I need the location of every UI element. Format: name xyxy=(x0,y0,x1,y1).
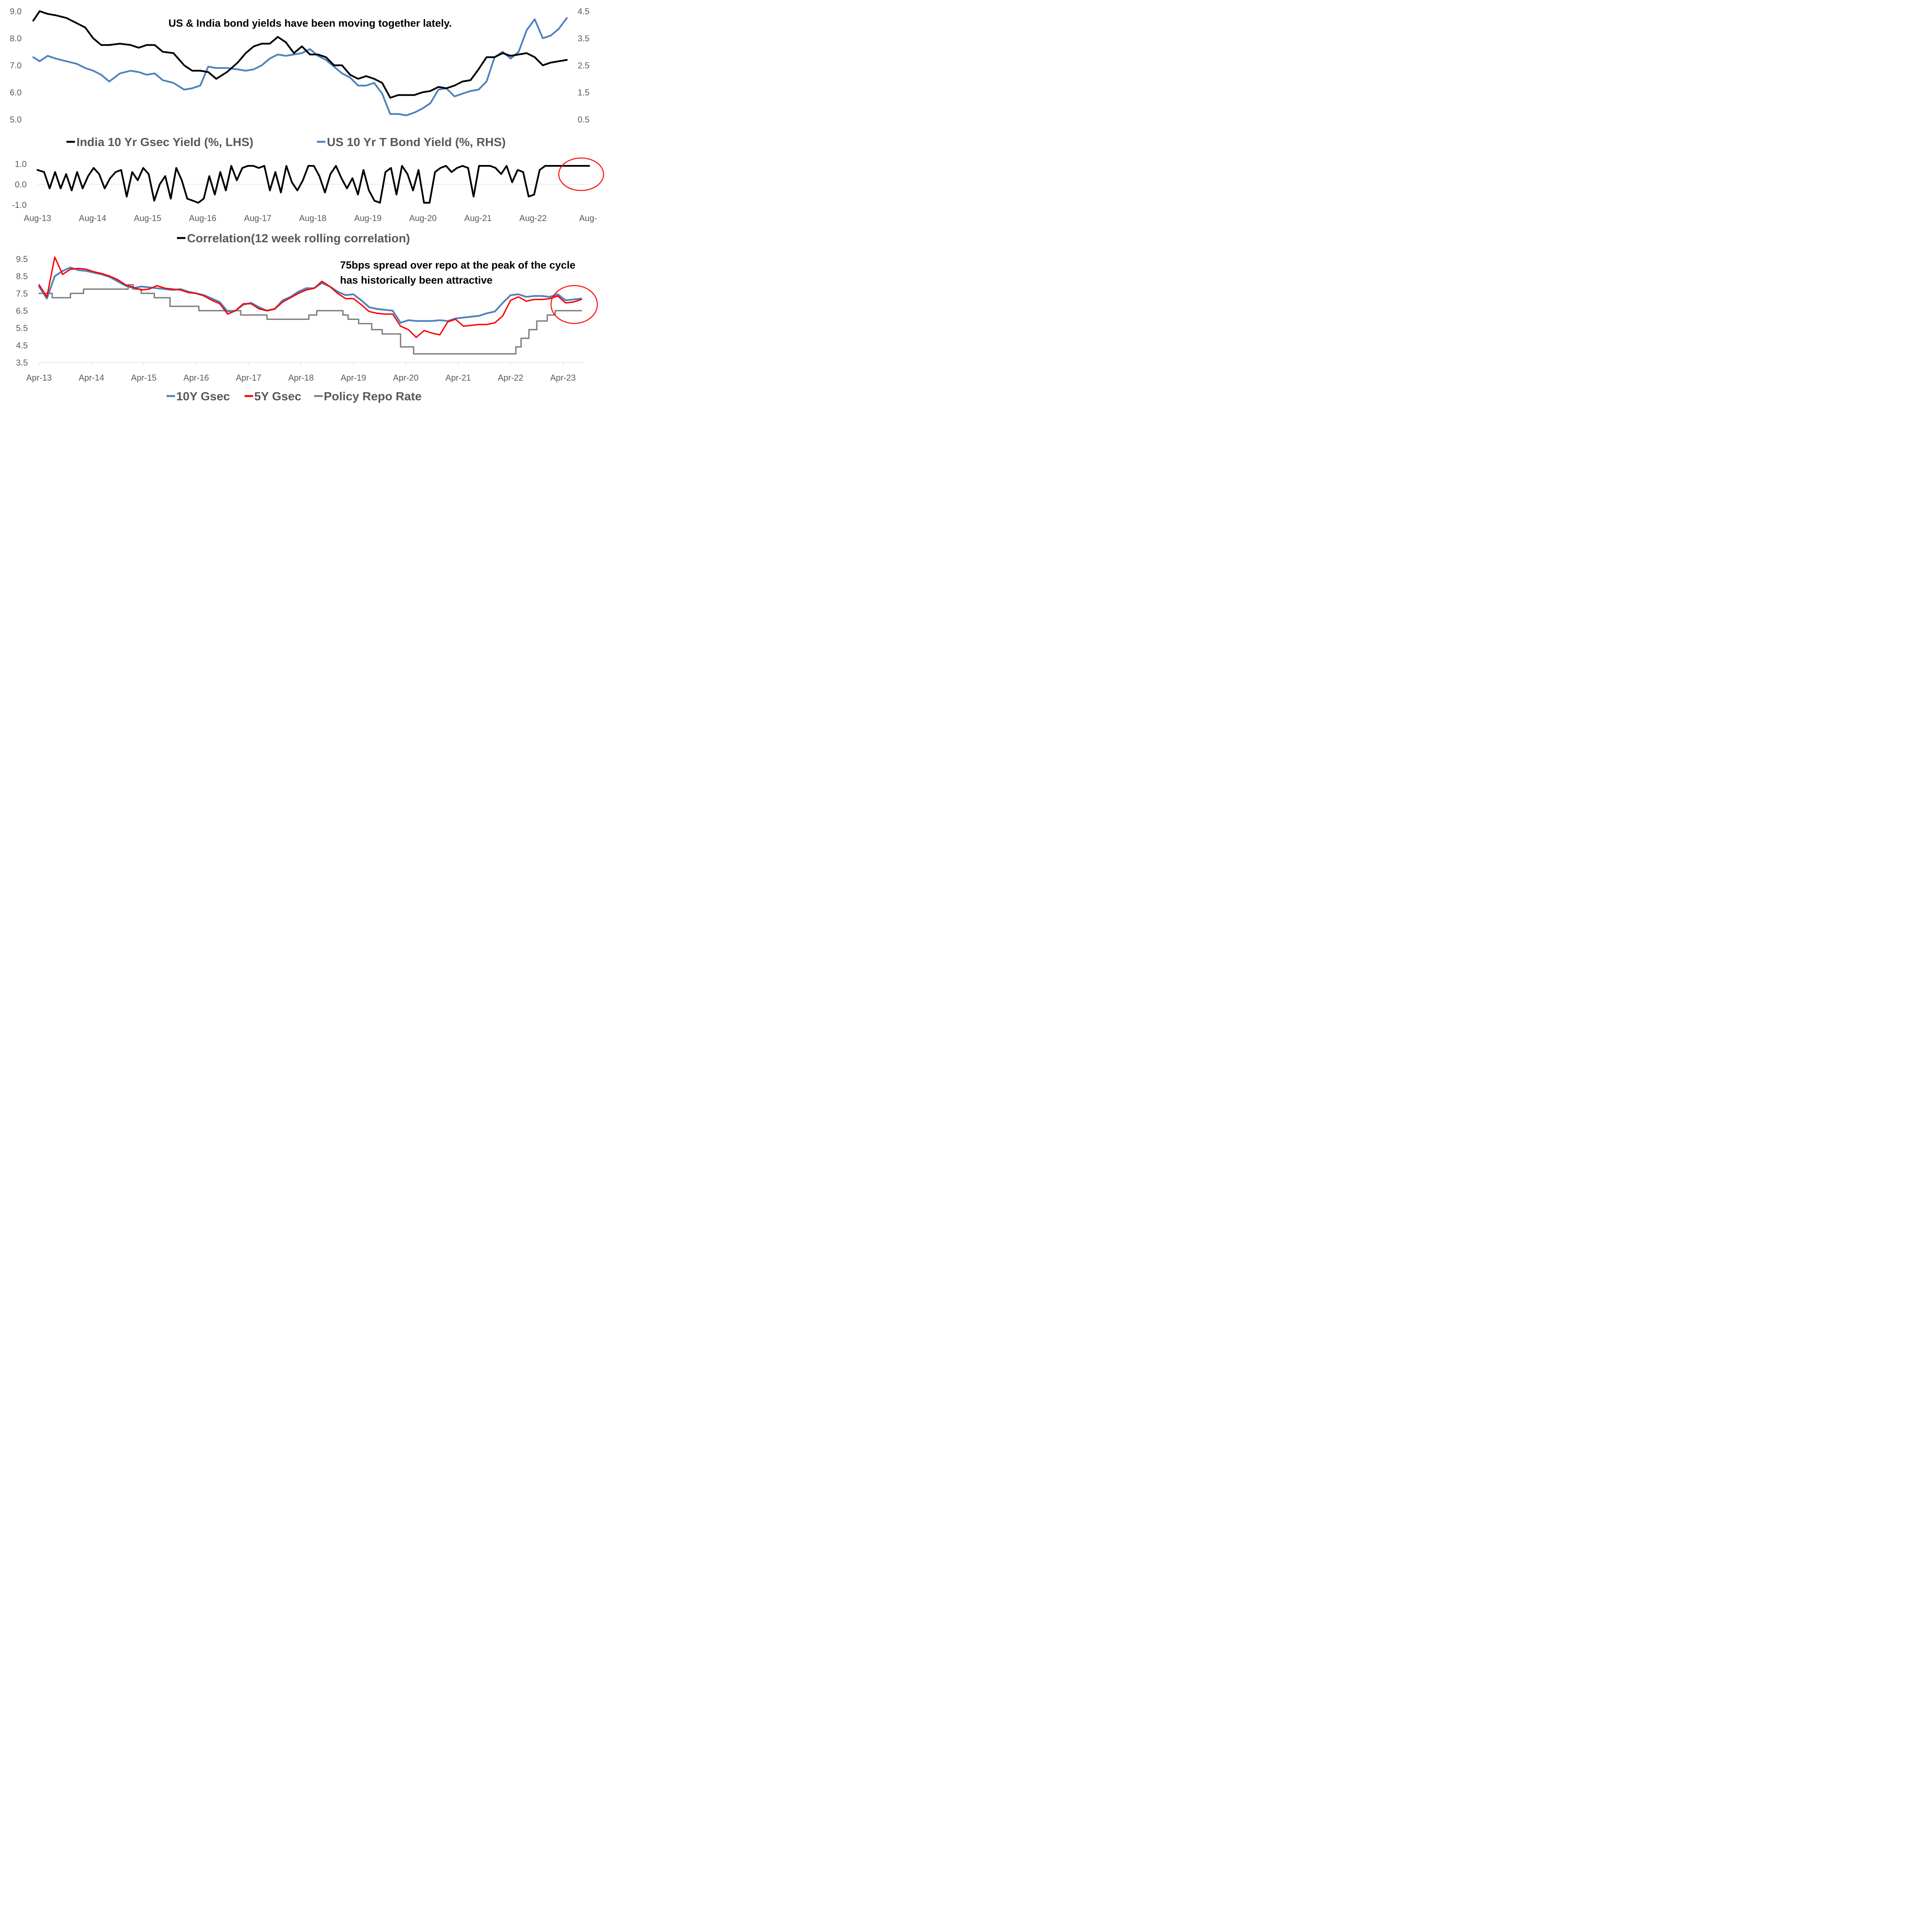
spread-annotation-line-1: 75bps spread over repo at the peak of th… xyxy=(340,259,575,271)
repo-spread-panel: 75bps spread over repo at the peak of th… xyxy=(16,254,598,403)
yields-us-10-yr-t-bond-yield-rhs-line xyxy=(32,17,568,116)
spread-x-tick-label: Apr-21 xyxy=(446,373,471,383)
spread-annotation-line-2: has historically been attractive xyxy=(340,274,493,286)
correlation-y-axis: 1.0 0.0 -1.0 xyxy=(12,159,27,210)
yields-left-tick-label: 9.0 xyxy=(10,7,22,16)
spread-x-tick-label: Apr-23 xyxy=(550,373,576,383)
yields-left-axis: 9.0 8.0 7.0 6.0 5.0 xyxy=(10,7,22,124)
spread-tick-label: 7.5 xyxy=(16,289,28,298)
spread-x-axis: Apr-13 Apr-14 Apr-15 Apr-16 Apr-17 Apr-18 Apr-… xyxy=(26,362,576,383)
spread-tick-label: 4.5 xyxy=(16,340,28,350)
correlation-x-tick-label: Aug-13 xyxy=(24,213,51,223)
yields-right-axis: 4.5 3.5 2.5 1.5 0.5 xyxy=(578,7,590,124)
correlation-tick-label: -1.0 xyxy=(12,200,27,210)
chart-svg: US & India bond yields have been moving … xyxy=(10,7,604,403)
spread-x-tick-label: Apr-16 xyxy=(184,373,209,383)
spread-x-tick-label: Apr-19 xyxy=(341,373,366,383)
chart-figure: US & India bond yields have been moving … xyxy=(0,0,605,411)
spread-series xyxy=(38,256,582,355)
correlation-legend: Correlation(12 week rolling correlation) xyxy=(177,231,410,245)
spread-legend: 10Y Gsec 5Y Gsec Policy Repo Rate xyxy=(167,389,422,403)
yields-series xyxy=(32,10,568,116)
legend-label-policy-repo: Policy Repo Rate xyxy=(324,389,422,403)
correlation-panel: 1.00.0-1.0 Aug-13 Aug-14 Aug-15 Aug-16 Aug-1… xyxy=(12,157,604,245)
legend-label-10y-gsec: 10Y Gsec xyxy=(176,389,230,403)
yields-chart-title: US & India bond yields have been moving … xyxy=(168,17,452,29)
legend-label-us-10y: US 10 Yr T Bond Yield (%, RHS) xyxy=(327,135,506,149)
spread-x-tick-label: Apr-17 xyxy=(236,373,261,383)
correlation-x-tick-label: Aug-20 xyxy=(409,213,437,223)
spread-5y-gsec-line xyxy=(38,256,582,338)
yields-left-tick-label: 7.0 xyxy=(10,61,22,70)
spread-highlight-circle xyxy=(550,285,598,324)
spread-x-tick-label: Apr-14 xyxy=(79,373,104,383)
correlation-tick-label: 1.0 xyxy=(15,159,27,169)
yields-right-tick-label: 4.5 xyxy=(578,7,590,16)
spread-x-tick-label: Apr-15 xyxy=(131,373,156,383)
spread-policy-repo-rate-line xyxy=(38,284,582,355)
spread-tick-label: 8.5 xyxy=(16,272,28,281)
yields-left-tick-label: 8.0 xyxy=(10,34,22,43)
correlation-x-tick-label: Aug-19 xyxy=(354,213,382,223)
legend-label-5y-gsec: 5Y Gsec xyxy=(254,389,301,403)
spread-x-tick-label: Apr-20 xyxy=(393,373,418,383)
spread-tick-label: 3.5 xyxy=(16,358,28,367)
yields-left-tick-label: 5.0 xyxy=(10,115,22,124)
correlation-x-axis: Aug-13 Aug-14 Aug-15 Aug-16 Aug-17 Aug-18 Aug-… xyxy=(24,213,597,223)
correlation-x-tick-label: Aug- xyxy=(579,213,597,223)
correlation-x-tick-label: Aug-14 xyxy=(79,213,106,223)
correlation-tick-label: 0.0 xyxy=(15,180,27,189)
yields-right-tick-label: 1.5 xyxy=(578,88,590,97)
correlation-highlight-circle xyxy=(558,157,604,191)
yields-right-tick-label: 2.5 xyxy=(578,61,590,70)
yields-legend: India 10 Yr Gsec Yield (%, LHS) US 10 Yr… xyxy=(66,135,506,149)
yields-left-tick-label: 6.0 xyxy=(10,88,22,97)
yields-right-tick-label: 3.5 xyxy=(578,34,590,43)
spread-y-axis: 9.5 8.5 7.5 6.5 5.5 4.5 3.5 xyxy=(16,254,28,367)
correlation-x-tick-label: Aug-21 xyxy=(464,213,492,223)
spread-tick-label: 5.5 xyxy=(16,323,28,333)
legend-label-correlation: Correlation(12 week rolling correlation) xyxy=(187,231,410,245)
correlation-x-tick-label: Aug-15 xyxy=(134,213,162,223)
correlation-x-tick-label: Aug-22 xyxy=(519,213,547,223)
yields-panel: US & India bond yields have been moving … xyxy=(10,7,589,149)
correlation-x-tick-label: Aug-18 xyxy=(299,213,327,223)
spread-x-tick-label: Apr-13 xyxy=(26,373,52,383)
spread-tick-label: 9.5 xyxy=(16,254,28,264)
spread-x-tick-label: Apr-18 xyxy=(288,373,314,383)
spread-10y-gsec-line xyxy=(38,267,582,324)
correlation-x-tick-label: Aug-17 xyxy=(244,213,272,223)
spread-tick-label: 6.5 xyxy=(16,306,28,316)
yields-right-tick-label: 0.5 xyxy=(578,115,590,124)
correlation-x-tick-label: Aug-16 xyxy=(189,213,216,223)
spread-x-tick-label: Apr-22 xyxy=(498,373,523,383)
legend-label-india-10y: India 10 Yr Gsec Yield (%, LHS) xyxy=(77,135,253,149)
